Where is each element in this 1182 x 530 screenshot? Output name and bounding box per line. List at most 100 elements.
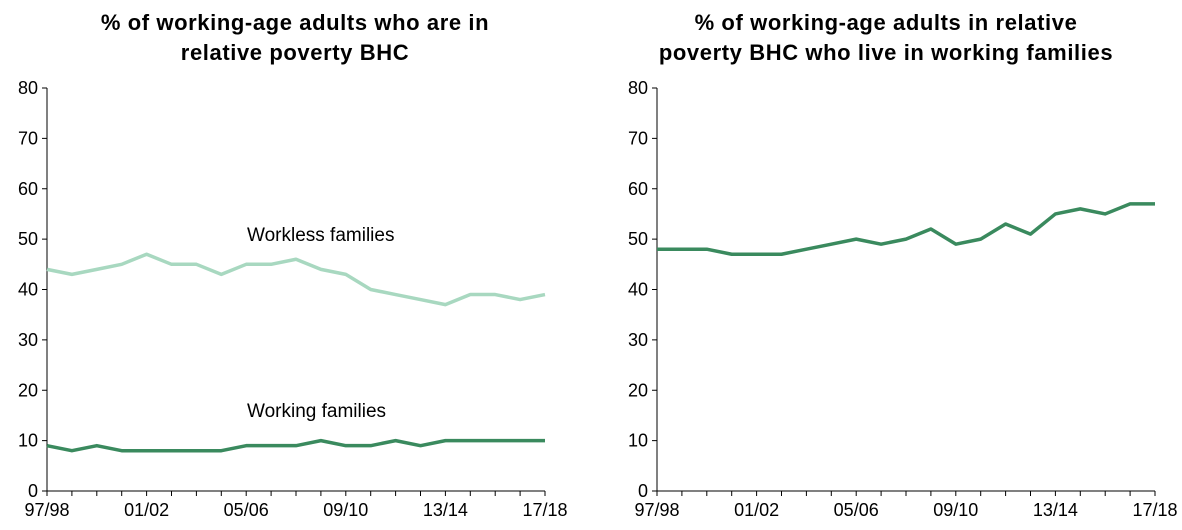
left-chart-point-working-families-2 [96, 445, 97, 446]
right-chart-point-series-0-7 [831, 244, 832, 245]
left-chart-point-workless-families-14 [395, 294, 396, 295]
right-chart-point-series-0-15 [1030, 234, 1031, 235]
right-chart-point-series-0-0 [657, 249, 658, 250]
right-chart-y-tick-label-30: 30 [628, 330, 648, 350]
right-chart-y-tick-label-0: 0 [638, 481, 648, 501]
left-chart-point-workless-families-0 [47, 269, 48, 270]
right-chart-point-series-0-11 [930, 229, 931, 230]
right-chart-point-series-0-1 [681, 249, 682, 250]
right-chart-panel: % of working-age adults in relative pove… [590, 0, 1182, 530]
left-chart-y-tick-label-60: 60 [18, 179, 38, 199]
left-chart-title-line-2: relative poverty BHC [180, 40, 410, 65]
right-chart-title: % of working-age adults in relative pove… [590, 8, 1182, 68]
left-chart-point-workless-families-16 [445, 304, 446, 305]
left-chart-point-workless-families-10 [296, 259, 297, 260]
right-chart-y-tick-label-40: 40 [628, 280, 648, 300]
left-chart-point-workless-families-20 [545, 294, 546, 295]
right-chart-x-tick-label-97-98: 97/98 [634, 500, 679, 520]
left-chart-point-workless-families-7 [221, 274, 222, 275]
left-chart-point-working-families-9 [271, 445, 272, 446]
left-chart-y-tick-label-10: 10 [18, 431, 38, 451]
left-chart-panel: % of working-age adults who are in relat… [0, 0, 590, 530]
right-chart-y-tick-label-60: 60 [628, 179, 648, 199]
right-chart-point-series-0-4 [756, 254, 757, 255]
left-chart-point-workless-families-17 [470, 294, 471, 295]
left-chart-label-working-families: Working families [247, 401, 386, 422]
left-chart-label-workless-families: Workless families [247, 225, 394, 246]
left-chart-y-tick-label-70: 70 [18, 128, 38, 148]
left-chart-point-working-families-8 [246, 445, 247, 446]
left-chart-title: % of working-age adults who are in relat… [0, 8, 590, 68]
left-chart-line-working-families [46, 438, 545, 453]
right-chart-point-series-0-2 [706, 249, 707, 250]
right-chart-point-series-0-16 [1055, 213, 1056, 214]
left-chart-point-workless-families-5 [171, 264, 172, 265]
left-chart-point-working-families-10 [296, 445, 297, 446]
left-chart-x-tick-label-05-06: 05/06 [224, 500, 269, 520]
right-chart-point-series-0-8 [856, 239, 857, 240]
right-chart-x-tick-label-17-18: 17/18 [1132, 500, 1177, 520]
right-chart-point-series-0-12 [955, 244, 956, 245]
left-chart-point-workless-families-12 [345, 274, 346, 275]
left-chart-point-working-families-15 [420, 445, 421, 446]
left-chart-point-working-families-14 [395, 440, 396, 441]
left-chart-point-working-families-3 [121, 450, 122, 451]
left-chart-point-working-families-11 [320, 440, 321, 441]
left-chart-x-tick-label-17-18: 17/18 [522, 500, 567, 520]
right-chart-line-series-0 [657, 202, 1155, 256]
left-chart-point-workless-families-9 [271, 264, 272, 265]
right-chart-title-line-2: poverty BHC who live in working families [658, 40, 1114, 65]
right-chart-point-series-0-9 [881, 244, 882, 245]
left-chart-point-workless-families-4 [146, 254, 147, 255]
left-chart-x-tick-label-09-10: 09/10 [323, 500, 368, 520]
left-chart-point-working-families-0 [47, 445, 48, 446]
left-chart-point-working-families-7 [221, 450, 222, 451]
left-chart-point-working-families-1 [71, 450, 72, 451]
right-chart-svg: 0 10 20 30 40 50 60 70 80 97/98 01/02 05/06 09/10 13/… [628, 78, 1178, 520]
right-chart-point-series-0-17 [1080, 208, 1081, 209]
left-chart-y-tick-label-20: 20 [18, 380, 38, 400]
left-chart-point-workless-families-1 [71, 274, 72, 275]
left-chart-point-working-families-20 [545, 440, 546, 441]
left-chart-point-workless-families-15 [420, 299, 421, 300]
left-chart-point-working-families-4 [146, 450, 147, 451]
right-chart-x-tick-label-09-10: 09/10 [933, 500, 978, 520]
left-chart-point-working-families-16 [445, 440, 446, 441]
left-chart-point-workless-families-18 [495, 294, 496, 295]
left-chart-point-workless-families-13 [370, 289, 371, 290]
right-chart-x-tick-label-05-06: 05/06 [834, 500, 879, 520]
right-chart-point-series-0-20 [1155, 203, 1156, 204]
right-chart-title-line-1: % of working-age adults in relative [694, 10, 1078, 35]
left-chart-point-workless-families-19 [520, 299, 521, 300]
right-chart-y-tick-label-10: 10 [628, 431, 648, 451]
right-chart-point-series-0-3 [731, 254, 732, 255]
left-chart-y-tick-label-30: 30 [18, 330, 38, 350]
left-chart-point-working-families-13 [370, 445, 371, 446]
left-chart-point-working-families-6 [196, 450, 197, 451]
left-chart-y-tick-label-80: 80 [18, 78, 38, 98]
right-chart-y-tick-label-80: 80 [628, 78, 648, 98]
left-chart-svg: 0 10 20 30 40 50 60 70 80 97/98 01/02 05/06 09/10 13/… [18, 78, 568, 520]
left-chart-y-tick-label-40: 40 [18, 280, 38, 300]
left-chart-x-tick-label-13-14: 13/14 [423, 500, 468, 520]
right-chart-point-series-0-18 [1105, 213, 1106, 214]
left-chart-line-workless-families [46, 252, 546, 307]
left-chart-point-working-families-18 [495, 440, 496, 441]
left-chart-x-tick-label-97-98: 97/98 [24, 500, 69, 520]
left-chart-point-working-families-12 [345, 445, 346, 446]
left-chart-point-workless-families-3 [121, 264, 122, 265]
left-chart-title-line-1: % of working-age adults who are in [100, 10, 490, 35]
right-chart-point-series-0-13 [980, 239, 981, 240]
left-chart-x-tick-label-01-02: 01/02 [124, 500, 169, 520]
left-chart-point-workless-families-6 [196, 264, 197, 265]
right-chart-point-series-0-10 [906, 239, 907, 240]
left-chart-point-workless-families-11 [320, 269, 321, 270]
left-chart-point-workless-families-8 [246, 264, 247, 265]
right-chart-point-series-0-19 [1130, 203, 1131, 204]
right-chart-y-tick-label-50: 50 [628, 229, 648, 249]
left-chart-y-tick-label-50: 50 [18, 229, 38, 249]
left-chart-y-tick-label-0: 0 [28, 481, 38, 501]
left-chart-point-working-families-5 [171, 450, 172, 451]
left-chart-point-workless-families-2 [96, 269, 97, 270]
left-chart-point-working-families-19 [520, 440, 521, 441]
